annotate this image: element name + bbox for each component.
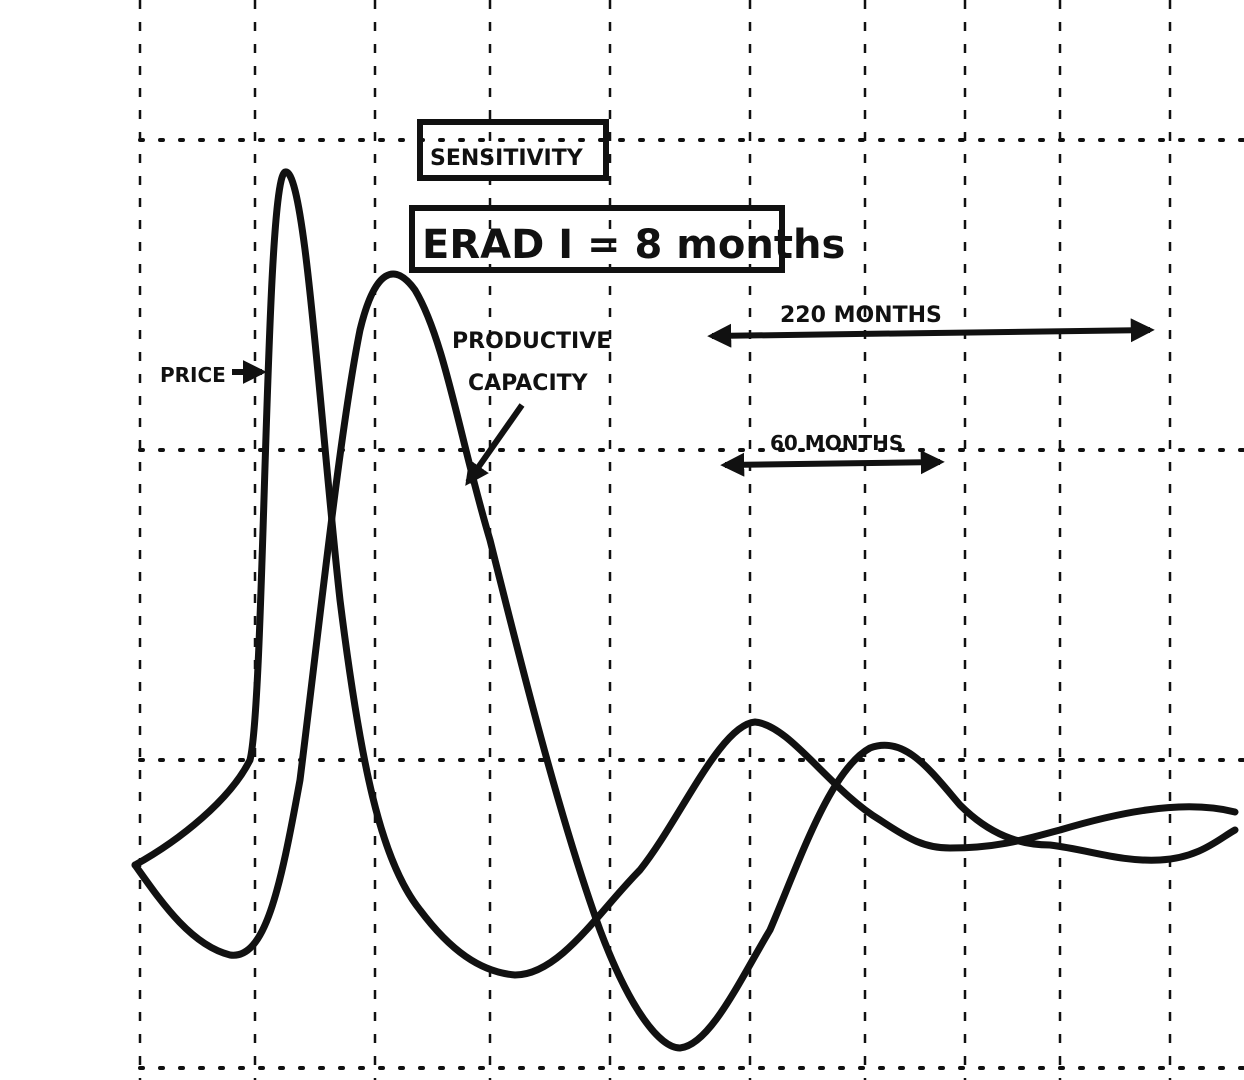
scanned-plot: SENSITIVITY ERAD I = 8 months PRICE PROD… — [0, 0, 1244, 1080]
price-curve — [135, 172, 1235, 975]
price-label: PRICE — [160, 363, 226, 387]
sensitivity-box: SENSITIVITY — [420, 122, 606, 178]
box-label: SENSITIVITY — [430, 146, 584, 171]
period-short-label: 60 MONTHS — [770, 431, 903, 455]
capacity-pointer — [468, 405, 522, 482]
period-long-label: 220 MONTHS — [780, 303, 942, 328]
delay-label: ERAD I = 8 months — [422, 222, 845, 268]
delay-box: ERAD I = 8 months — [412, 208, 845, 270]
dashed-columns — [140, 0, 1170, 1080]
capacity-label: CAPACITY — [468, 371, 589, 396]
capacity-curve — [135, 274, 1235, 1048]
period-long-arrow — [712, 330, 1150, 336]
period-short-arrow — [725, 462, 940, 465]
capacity-label: PRODUCTIVE — [452, 329, 611, 354]
grid — [140, 0, 1244, 1080]
